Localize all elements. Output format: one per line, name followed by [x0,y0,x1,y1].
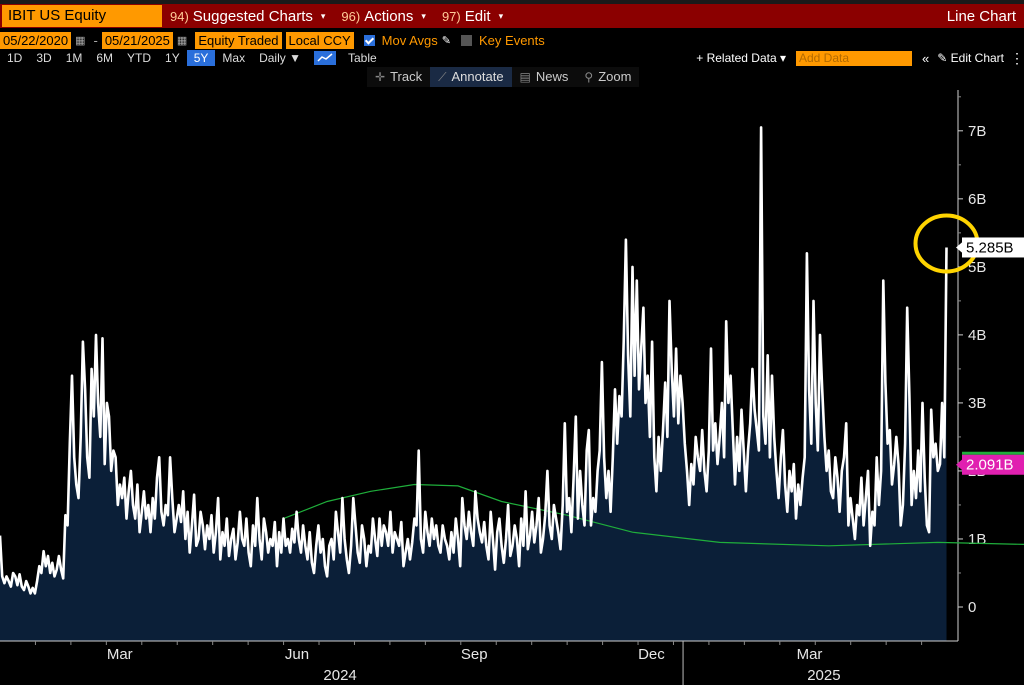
frequency-selector[interactable]: Daily ▼ [252,50,308,66]
y-tick-label: 1B [968,531,986,548]
top-strip [0,0,1024,4]
x-tick-label: Sep [461,646,488,663]
last-value-label: 2.091B [966,457,1014,474]
menu-number: 94) [170,8,189,24]
range-bar: 1D 3D 1M 6M YTD 1Y 5Y Max Daily ▼ Table … [0,50,1024,66]
menu-label: Edit [464,7,491,25]
line-chart-icon[interactable] [313,51,336,65]
caret-down-icon: ▾ [320,10,326,21]
mov-avgs-label: Mov Avgs [381,32,438,48]
x-year-label: 2024 [323,667,356,684]
more-options-icon[interactable]: ⋮ [1010,49,1024,66]
magnifier-icon: ⚲ [584,70,594,84]
start-date-field[interactable]: 05/22/2020 [0,31,72,49]
menu-number: 97) [441,8,461,24]
x-tick-label: Mar [107,646,133,663]
last-value-tag-green-stripe [962,451,1024,455]
tool-news[interactable]: ▤ News [512,67,577,87]
x-year-label: 2025 [807,667,840,684]
caret-down-icon: ▾ [498,10,504,21]
table-button[interactable]: Table [347,51,377,65]
menu-actions[interactable]: 96) Actions ▾ [333,8,434,25]
key-events-label: Key Events [479,32,545,48]
double-chevron-left-icon[interactable]: « [922,50,930,66]
currency-selector[interactable]: Local CCY [285,31,354,49]
key-events-checkbox[interactable] [461,34,473,46]
x-tick-label: Jun [285,646,309,663]
y-tick-label: 0 [968,599,976,616]
last-value-tag-white: 5.285B [956,237,1024,258]
related-data-label: + Related Data [696,51,777,65]
range-1d[interactable]: 1D [7,51,23,65]
y-tick-label: 6B [968,191,986,208]
edit-chart-label: Edit Chart [950,51,1004,65]
y-tick-label: 5B [968,259,986,276]
frequency-label: Daily [259,51,286,65]
tool-annotate[interactable]: ⟋ Annotate [430,67,512,87]
last-value-tag-pointer [956,458,963,471]
settings-bar: 05/22/2020 ▦ - 05/21/2025 ▦ Equity Trade… [0,30,1024,50]
last-value-tag-bg [962,454,1024,475]
tool-track[interactable]: ✛ Track [367,67,430,87]
menu-label: Actions [364,7,414,25]
pencil-icon: ✎ [937,51,948,65]
tool-label: News [535,69,569,84]
menu-number: 96) [341,8,361,24]
last-value-tag-bg [962,237,1024,258]
y-tick-label: 3B [968,395,986,412]
news-icon: ▤ [519,70,531,84]
last-value-label: 5.285B [966,239,1014,256]
mov-avgs-checkbox[interactable] [363,34,375,46]
equity-traded-line [0,126,948,595]
edit-chart-button[interactable]: ✎ Edit Chart [937,51,1004,65]
triangle-down-icon: ▼ [289,51,301,65]
ticker-field[interactable]: IBIT US Equity [2,5,162,27]
range-1m[interactable]: 1M [65,51,83,65]
range-6m[interactable]: 6M [96,51,114,65]
range-1y[interactable]: 1Y [165,51,180,65]
calendar-icon[interactable]: ▦ [75,34,86,47]
last-value-tag-magenta: 2.091B [956,451,1024,475]
crosshair-icon: ✛ [375,70,386,84]
related-data-button[interactable]: + Related Data ▾ [686,51,796,65]
caret-down-icon: ▾ [421,10,426,21]
range-max[interactable]: Max [222,51,246,65]
pencil-icon[interactable]: ✎ [441,34,452,47]
add-data-input[interactable]: Add Data [796,50,912,66]
x-tick-label: Dec [638,646,665,663]
line-draw-icon: ⟋ [438,70,447,84]
menu-label: Suggested Charts [192,7,313,25]
menu-edit[interactable]: 97) Edit ▾ [434,8,511,25]
caret-down-icon: ▾ [779,51,786,65]
x-tick-label: Mar [797,646,823,663]
menu-suggested-charts[interactable]: 94) Suggested Charts ▾ [162,8,333,25]
date-separator: - [93,32,98,48]
range-ytd[interactable]: YTD [127,51,152,65]
chart-tools: ✛ Track ⟋ Annotate ▤ News ⚲ Zoom [367,67,640,87]
range-3d[interactable]: 3D [36,51,52,65]
tool-label: Annotate [451,69,504,84]
calendar-icon[interactable]: ▦ [176,34,188,47]
area-fill [0,127,947,641]
chart-type-label: Line Chart [946,7,1016,25]
tool-zoom[interactable]: ⚲ Zoom [576,67,639,87]
y-tick-label: 7B [968,123,986,140]
tool-label: Zoom [598,69,632,84]
title-bar: IBIT US Equity 94) Suggested Charts ▾ 96… [0,4,1024,28]
range-5y[interactable]: 5Y [186,50,216,66]
y-tick-label: 4B [968,327,986,344]
tool-label: Track [390,69,423,84]
field-selector[interactable]: Equity Traded [195,31,282,49]
last-value-tag-pointer [956,241,963,254]
end-date-field[interactable]: 05/21/2025 [101,31,173,49]
